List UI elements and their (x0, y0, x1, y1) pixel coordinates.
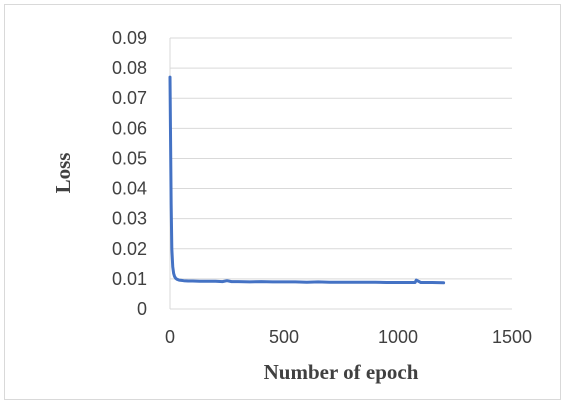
x-tick-label: 1000 (378, 327, 418, 347)
x-tick-label: 1500 (492, 327, 532, 347)
y-tick-label: 0 (137, 299, 147, 319)
y-axis-title: Loss (51, 153, 75, 194)
y-tick-label: 0.08 (112, 58, 147, 78)
series-group (168, 75, 446, 285)
y-tick-label: 0.02 (112, 239, 147, 259)
y-tick-label: 0.09 (112, 28, 147, 48)
x-axis-tick-labels: 0 500 1000 1500 (165, 327, 532, 347)
x-tick-label: 500 (269, 327, 299, 347)
x-tick-label: 0 (165, 327, 175, 347)
gridlines (169, 37, 512, 310)
y-tick-label: 0.03 (112, 209, 147, 229)
chart-area (4, 4, 561, 400)
loss-series-line (168, 75, 446, 285)
y-tick-label: 0.07 (112, 88, 147, 108)
y-tick-label: 0.06 (112, 118, 147, 138)
y-tick-label: 0.04 (112, 179, 147, 199)
x-axis-title: Number of epoch (264, 360, 419, 384)
y-tick-label: 0.01 (112, 269, 147, 289)
y-tick-label: 0.05 (112, 148, 147, 168)
y-axis-tick-labels: 0 0.01 0.02 0.03 0.04 0.05 0.06 0.07 0.08 0.09 (112, 28, 147, 319)
